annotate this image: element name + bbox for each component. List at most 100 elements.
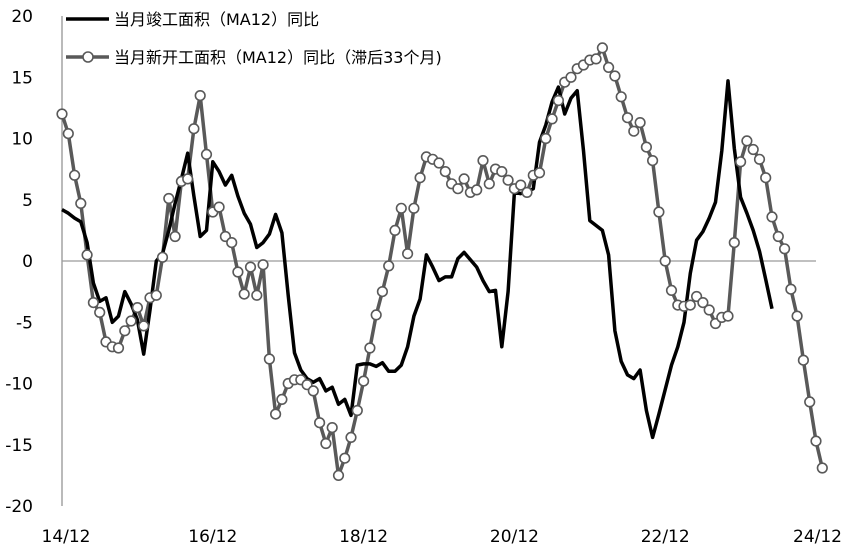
data-point-new-start — [816, 462, 828, 474]
data-point-new-start — [778, 243, 791, 255]
data-point-new-start — [804, 396, 816, 408]
data-point-new-start — [150, 289, 162, 301]
y-tick-label: 5 — [22, 191, 33, 211]
x-tick-label: 16/12 — [188, 527, 237, 547]
data-point-new-start — [402, 248, 414, 260]
data-point-new-start — [734, 156, 747, 168]
data-point-new-start — [797, 354, 810, 366]
data-point-new-start — [596, 42, 609, 54]
data-point-new-start — [232, 266, 244, 278]
data-point-new-start — [533, 167, 546, 179]
data-point-new-start — [697, 297, 709, 309]
x-axis-tick-labels: 14/12 16/12 18/12 20/12 22/12 24/12 — [42, 527, 843, 547]
data-point-new-start — [728, 237, 740, 249]
data-point-new-start — [609, 70, 621, 82]
data-point-new-start — [320, 437, 332, 450]
data-point-new-start — [766, 211, 778, 223]
data-point-new-start — [94, 306, 106, 319]
data-point-new-start — [646, 155, 659, 167]
y-tick-label: 20 — [11, 7, 33, 27]
data-point-new-start — [760, 172, 772, 184]
data-point-new-start — [270, 408, 282, 420]
data-point-new-start — [226, 237, 238, 249]
data-point-new-start — [345, 431, 357, 444]
x-tick-label: 20/12 — [490, 527, 539, 547]
data-point-new-start — [56, 108, 68, 120]
data-point-new-start — [703, 304, 715, 316]
data-point-new-start — [326, 422, 338, 434]
data-point-new-start — [276, 393, 288, 406]
data-point-new-start — [590, 53, 602, 65]
data-point-new-start — [182, 173, 194, 185]
data-point-new-start — [62, 128, 74, 140]
data-point-new-start — [307, 385, 319, 397]
data-point-new-start — [112, 342, 125, 354]
data-point-new-start — [188, 123, 200, 135]
data-point-new-start — [358, 375, 370, 387]
y-tick-label: 10 — [11, 130, 33, 150]
data-point-new-start — [546, 113, 558, 125]
chart-axes — [61, 16, 816, 506]
legend-label-new-start: 当月新开工面积（MA12）同比（滞后33个月) — [114, 48, 442, 67]
data-point-new-start — [665, 284, 678, 297]
data-point-new-start — [244, 261, 257, 273]
legend: 当月竣工面积（MA12）同比 当月新开工面积（MA12）同比（滞后33个月) — [66, 10, 442, 67]
y-tick-label: -15 — [5, 436, 33, 456]
data-point-new-start — [684, 299, 696, 311]
data-point-new-start — [332, 469, 345, 482]
data-point-new-start — [471, 184, 483, 196]
data-point-new-start — [433, 157, 445, 169]
data-point-new-start — [747, 143, 759, 156]
series-line-new-start — [60, 46, 825, 478]
data-point-new-start — [722, 310, 734, 322]
data-point-new-start — [169, 230, 181, 243]
data-point-new-start — [75, 197, 87, 209]
data-point-new-start — [125, 315, 137, 327]
y-tick-label: -5 — [16, 313, 33, 333]
y-axis-tick-labels: 20 15 10 5 0 -5 -10 -15 -20 — [5, 7, 33, 517]
data-point-new-start — [263, 353, 276, 365]
data-point-new-start — [200, 148, 213, 160]
data-point-new-start — [496, 166, 508, 178]
x-tick-label: 14/12 — [42, 527, 91, 547]
data-point-new-start — [515, 179, 527, 191]
data-point-new-start — [68, 169, 81, 181]
data-point-new-start — [502, 174, 514, 186]
data-point-new-start — [414, 172, 426, 184]
data-point-new-start — [628, 125, 640, 137]
data-point-new-start — [339, 452, 351, 464]
data-point-new-start — [741, 135, 753, 147]
data-point-new-start — [395, 202, 407, 214]
data-point-new-start — [81, 249, 93, 261]
data-point-new-start — [810, 435, 822, 447]
x-tick-label: 18/12 — [339, 527, 388, 547]
data-point-new-start — [389, 224, 401, 236]
data-point-new-start — [439, 166, 451, 178]
data-point-new-start — [565, 71, 577, 83]
data-point-new-start — [659, 255, 671, 267]
data-point-new-start — [615, 91, 627, 103]
data-point-new-start — [194, 89, 206, 102]
data-point-new-start — [383, 260, 395, 272]
data-point-new-start — [785, 283, 797, 295]
y-tick-label: -10 — [5, 375, 33, 395]
data-point-new-start — [408, 202, 420, 214]
data-point-new-start — [452, 183, 464, 195]
data-point-new-start — [156, 251, 169, 263]
data-point-new-start — [87, 297, 99, 309]
legend-label-completion: 当月竣工面积（MA12）同比 — [114, 10, 319, 29]
data-point-new-start — [364, 342, 376, 354]
data-point-new-start — [163, 192, 175, 205]
data-point-new-start — [791, 310, 803, 322]
data-point-new-start — [640, 141, 653, 153]
data-point-new-start — [351, 404, 363, 417]
data-point-new-start — [314, 417, 326, 429]
x-tick-label: 22/12 — [641, 527, 690, 547]
data-point-new-start — [653, 206, 665, 218]
data-point-new-start — [477, 155, 489, 167]
data-point-new-start — [131, 302, 143, 314]
y-tick-label: 15 — [11, 68, 33, 88]
series-layer — [56, 42, 828, 482]
data-point-new-start — [138, 320, 150, 332]
